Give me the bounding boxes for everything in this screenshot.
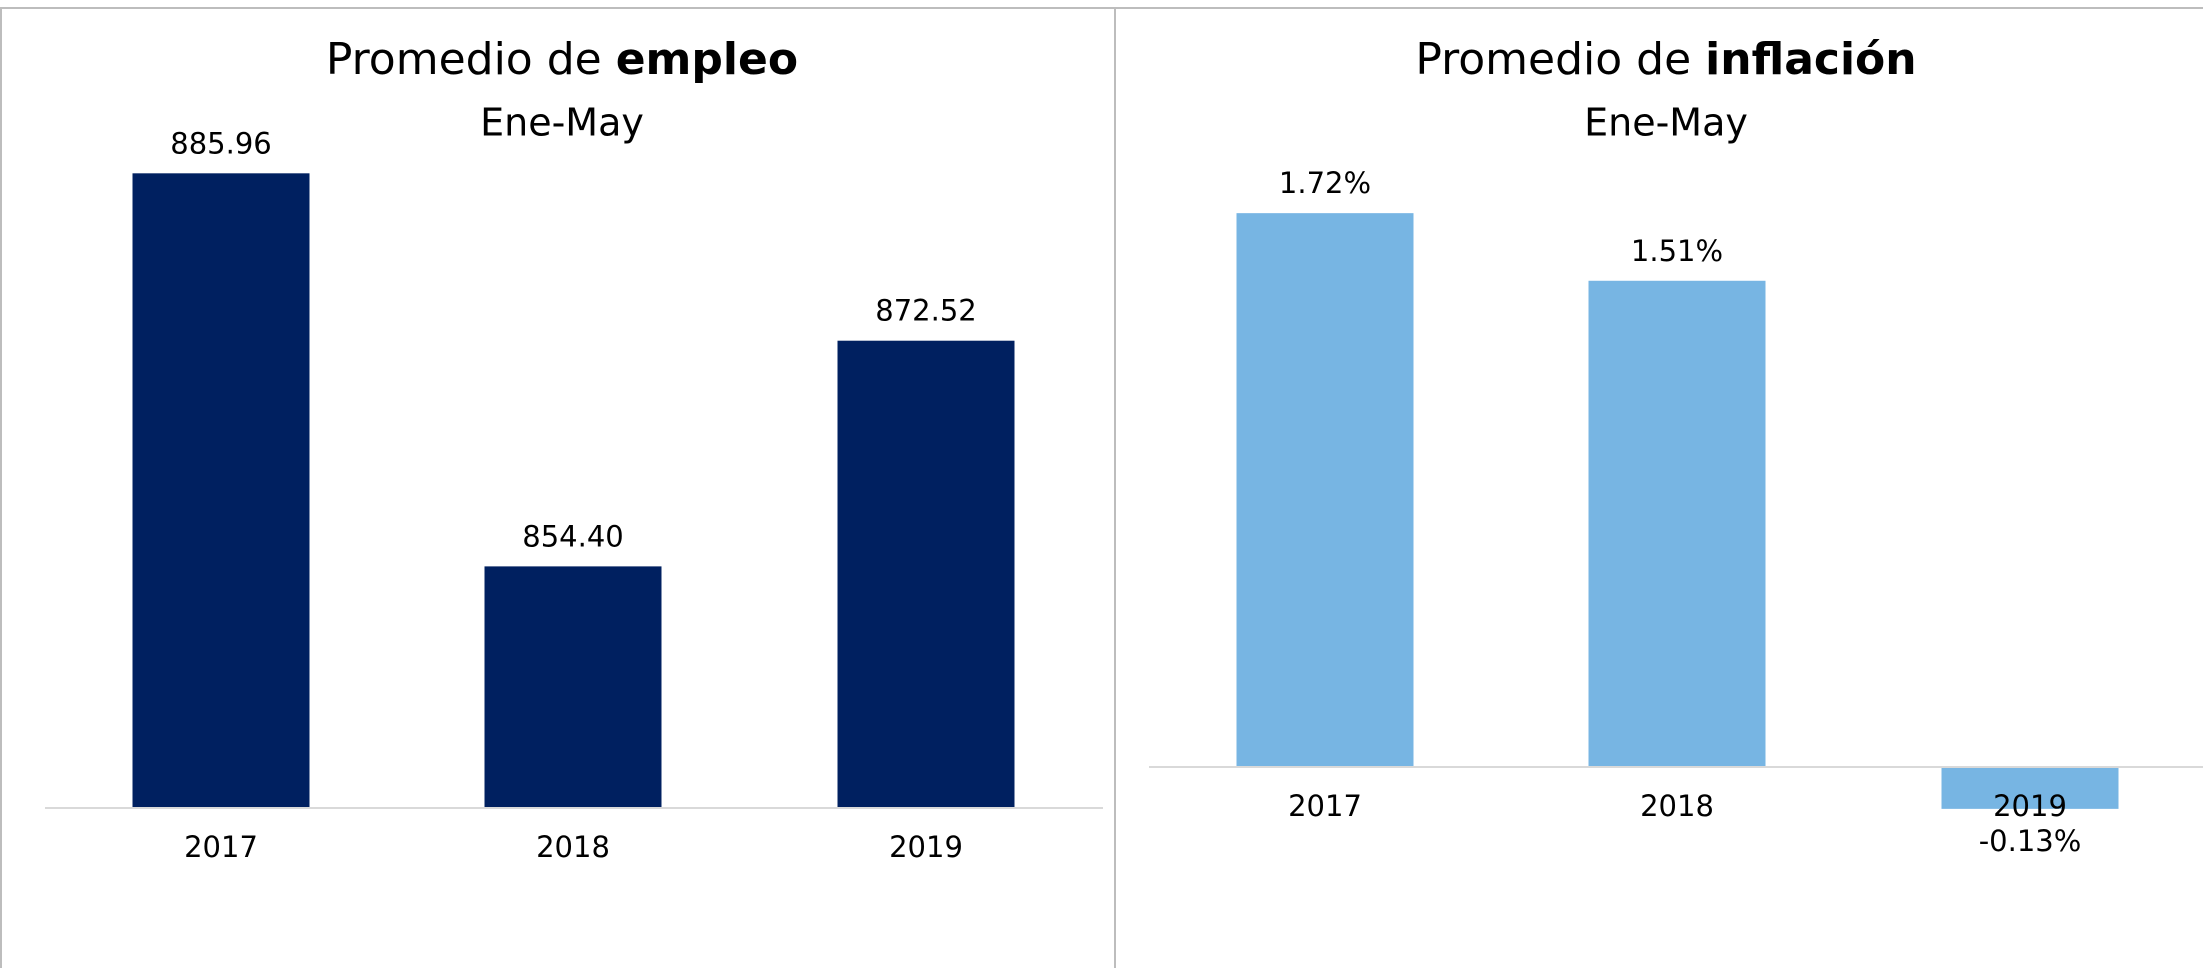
value-label: 872.52 [875, 294, 976, 328]
title-emphasis: inflación [1705, 34, 1916, 85]
bar [132, 173, 310, 809]
x-tick-label: 2018 [1640, 789, 1714, 823]
title-emphasis: empleo [616, 34, 798, 85]
value-label: -0.13% [1979, 824, 2082, 858]
bar [1941, 767, 2119, 809]
value-label: 885.96 [170, 126, 271, 160]
chart-title: Promedio de inflación [1415, 34, 1916, 85]
x-tick-label: 2019 [889, 830, 963, 864]
title-text: Promedio de [326, 34, 602, 85]
value-label: 854.40 [522, 519, 623, 553]
x-tick-label: 2017 [184, 830, 258, 864]
bar [1588, 280, 1766, 767]
chart-subtitle: Ene-May [1584, 101, 1748, 145]
chart-title: Promedio de empleo [326, 34, 798, 85]
chart-subtitle: Ene-May [480, 101, 644, 145]
bar [837, 340, 1015, 808]
bar [1236, 213, 1414, 767]
x-tick-label: 2019 [1993, 789, 2067, 823]
x-tick-label: 2017 [1288, 789, 1362, 823]
value-label: 1.72% [1279, 166, 1371, 200]
panel-frame [1114, 7, 2203, 968]
bar [484, 566, 662, 808]
value-label: 1.51% [1631, 234, 1723, 268]
title-text: Promedio de [1415, 34, 1691, 85]
x-tick-label: 2018 [536, 830, 610, 864]
